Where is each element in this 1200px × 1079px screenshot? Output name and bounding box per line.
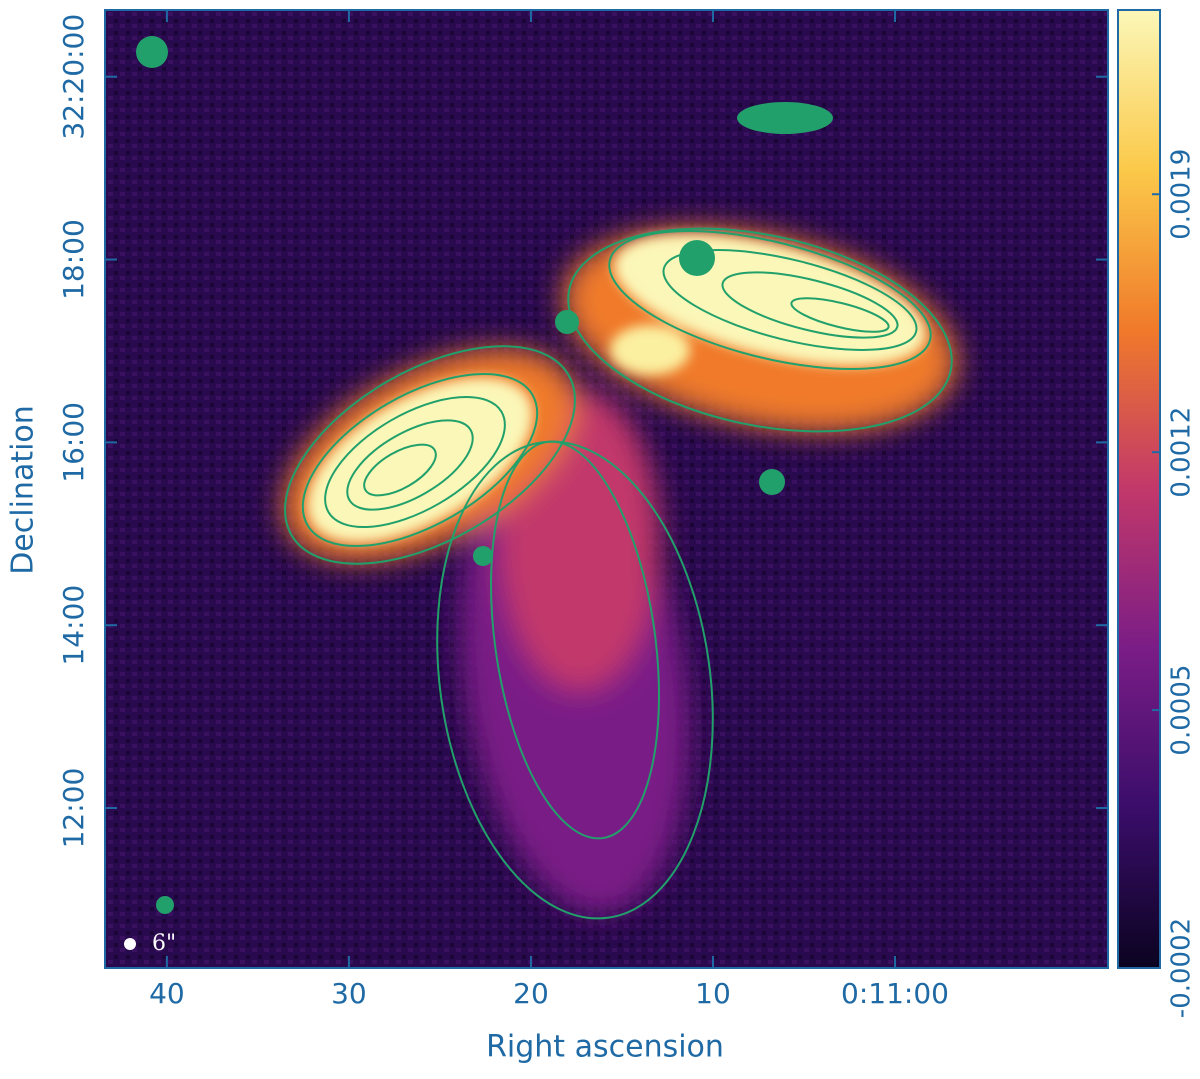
y-tick-label: 32:20:00 [57,14,90,140]
y-axis-label: Declination [6,405,41,575]
colorbar-tick-label: -0.0002 [1167,918,1197,1018]
y-tick-label: 16:00 [57,402,90,483]
x-tick-label: 30 [331,977,367,1010]
x-tick-label: 10 [695,977,731,1010]
y-tick-label: 12:00 [57,768,90,849]
colorbar-tick-label: 0.0005 [1167,665,1197,756]
sky-image [105,10,1108,968]
colorbar-tick-label: 0.0012 [1167,407,1197,498]
colorbar [1117,9,1161,969]
y-tick-label: 18:00 [57,219,90,300]
x-tick-label: 20 [513,977,549,1010]
x-axis-label: Right ascension [486,1030,724,1065]
plot-frame [104,9,1109,969]
beam-label: 6" [152,931,176,956]
y-tick-label: 14:00 [57,585,90,666]
colorbar-tick-label: 0.0019 [1167,149,1197,240]
x-tick-label: 40 [149,977,185,1010]
x-tick-label: 0:11:00 [841,977,949,1010]
